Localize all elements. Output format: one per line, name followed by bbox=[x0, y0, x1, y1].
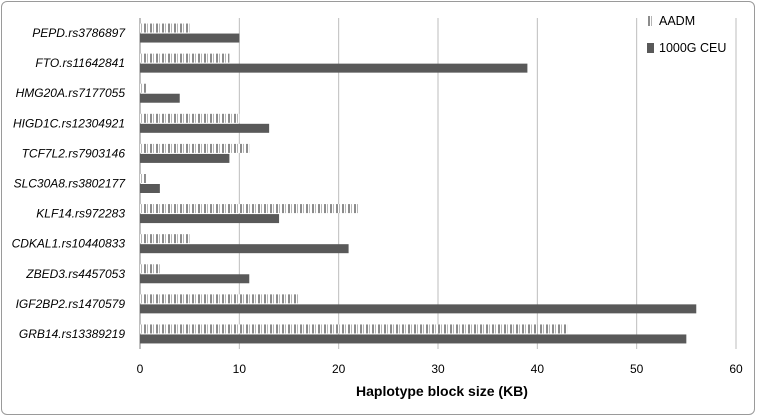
category-label: SLC30A8.rs3802177 bbox=[14, 177, 127, 191]
bar-1000g-ceu-klf14-rs972283 bbox=[140, 214, 280, 224]
x-axis-title: Haplotype block size (KB) bbox=[356, 383, 528, 399]
bar-1000g-ceu-higd1c-rs12304921 bbox=[140, 123, 270, 133]
bar-1000g-ceu-slc30a8-rs3802177 bbox=[140, 184, 160, 193]
bar-aadm-igf2bp2-rs1470579 bbox=[140, 294, 299, 304]
x-tick-label: 20 bbox=[332, 362, 346, 376]
x-tick-label: 30 bbox=[431, 362, 445, 376]
bar-aadm-klf14-rs972283 bbox=[140, 204, 359, 214]
category-label: KLF14.rs972283 bbox=[36, 207, 125, 221]
legend-swatch-aadm bbox=[647, 16, 654, 26]
bar-1000g-ceu-hmg20a-rs7177055 bbox=[140, 93, 180, 103]
legend-swatch-1000g-ceu bbox=[647, 43, 654, 53]
bar-aadm-hmg20a-rs7177055 bbox=[140, 83, 146, 93]
x-tick-label: 50 bbox=[630, 362, 644, 376]
legend-label-1000g-ceu: 1000G CEU bbox=[659, 41, 726, 55]
category-label: PEPD.rs3786897 bbox=[32, 26, 126, 40]
bar-aadm-grb14-rs13389219 bbox=[140, 324, 568, 334]
bar-1000g-ceu-zbed3-rs4457053 bbox=[140, 274, 250, 284]
category-label: HIGD1C.rs12304921 bbox=[13, 116, 125, 130]
category-label: TCF7L2.rs7903146 bbox=[22, 146, 126, 160]
bar-1000g-ceu-fto-rs11642841 bbox=[140, 63, 528, 73]
bars-group bbox=[140, 23, 697, 344]
gridlines bbox=[139, 18, 737, 349]
bar-1000g-ceu-pepd-rs3786897 bbox=[140, 33, 240, 43]
x-tick-label: 40 bbox=[531, 362, 545, 376]
bar-aadm-zbed3-rs4457053 bbox=[140, 264, 160, 274]
bar-aadm-tcf7l2-rs7903146 bbox=[140, 143, 250, 153]
category-labels: PEPD.rs3786897 FTO.rs11642841 HMG20A.rs717… bbox=[12, 26, 127, 341]
category-label: CDKAL1.rs10440833 bbox=[12, 237, 126, 251]
bar-aadm-slc30a8-rs3802177 bbox=[140, 174, 146, 183]
bar-aadm-pepd-rs3786897 bbox=[140, 23, 190, 33]
legend: AADM 1000G CEU bbox=[647, 14, 726, 55]
bar-1000g-ceu-igf2bp2-rs1470579 bbox=[140, 304, 697, 314]
bar-aadm-fto-rs11642841 bbox=[140, 53, 230, 63]
x-tick-label: 10 bbox=[233, 362, 247, 376]
category-label: IGF2BP2.rs1470579 bbox=[16, 297, 126, 311]
bar-1000g-ceu-grb14-rs13389219 bbox=[140, 334, 687, 344]
x-tick-label: 0 bbox=[137, 362, 144, 376]
legend-label-aadm: AADM bbox=[659, 14, 695, 28]
bar-aadm-higd1c-rs12304921 bbox=[140, 113, 240, 123]
x-tick-label: 60 bbox=[729, 362, 743, 376]
category-label: FTO.rs11642841 bbox=[35, 56, 125, 70]
x-tick-labels: 0 10 20 30 40 50 60 bbox=[137, 362, 743, 376]
category-label: ZBED3.rs4457053 bbox=[25, 267, 125, 281]
bar-1000g-ceu-cdkal1-rs10440833 bbox=[140, 244, 349, 254]
category-label: GRB14.rs13389219 bbox=[19, 327, 125, 341]
category-label: HMG20A.rs7177055 bbox=[16, 86, 126, 100]
bar-aadm-cdkal1-rs10440833 bbox=[140, 234, 190, 244]
bar-1000g-ceu-tcf7l2-rs7903146 bbox=[140, 153, 230, 163]
